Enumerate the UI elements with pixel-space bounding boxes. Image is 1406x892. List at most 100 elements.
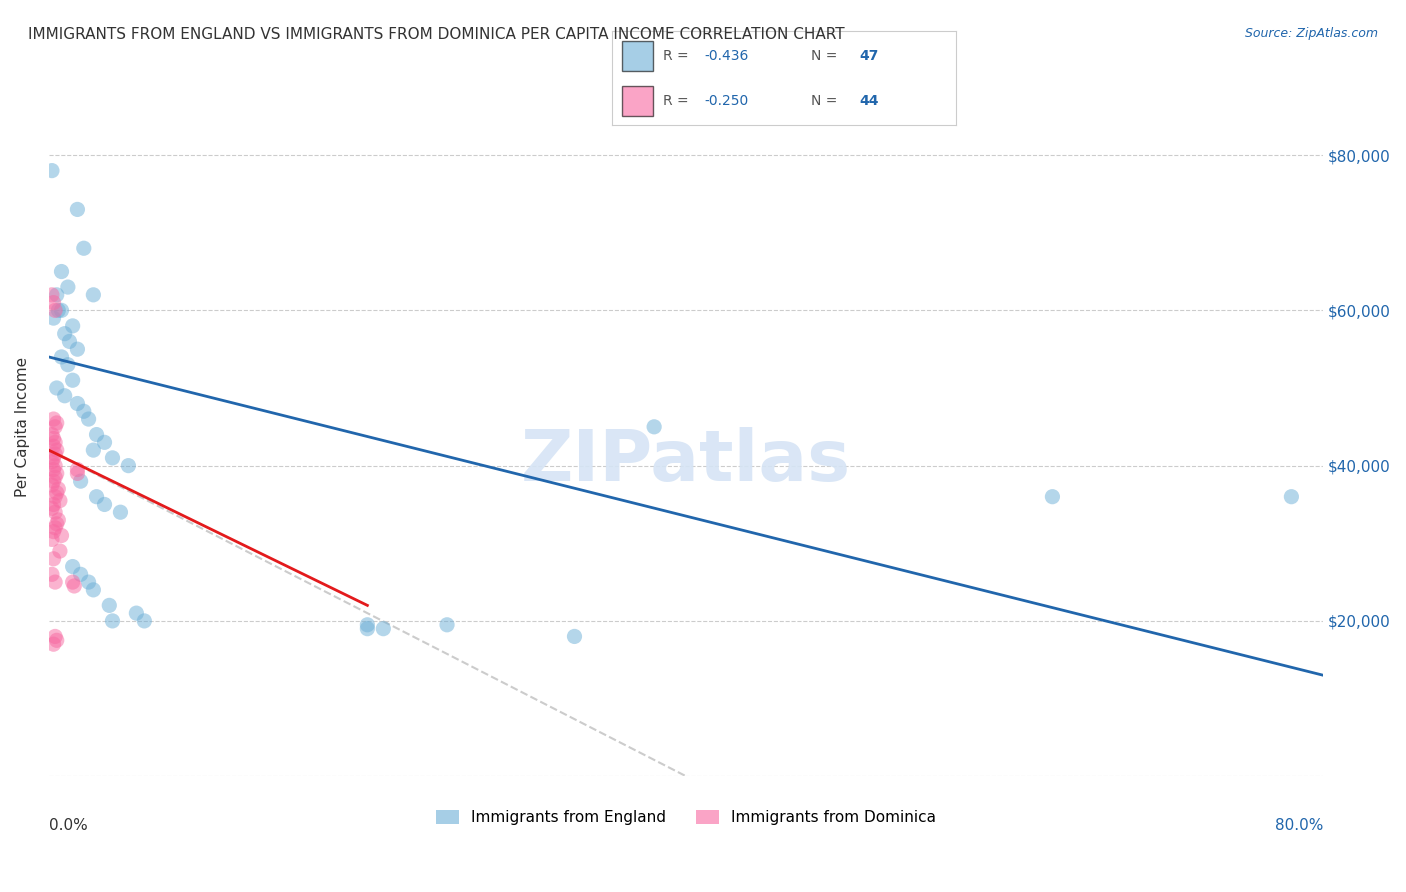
Point	[42, 551, 65, 566]
Point	[62, 559, 84, 574]
Point	[356, 622, 378, 636]
Point	[45, 416, 67, 430]
Point	[73, 241, 96, 255]
Point	[41, 567, 63, 582]
Point	[93, 435, 115, 450]
Point	[45, 381, 67, 395]
Point	[51, 350, 73, 364]
Point	[42, 474, 65, 488]
Point	[101, 614, 124, 628]
Point	[45, 288, 67, 302]
Point	[66, 396, 89, 410]
Point	[41, 427, 63, 442]
Text: -0.250: -0.250	[704, 94, 749, 108]
Point	[49, 493, 72, 508]
Point	[45, 443, 67, 458]
Point	[66, 467, 89, 481]
Point	[62, 575, 84, 590]
Point	[643, 419, 665, 434]
Point	[44, 629, 66, 643]
Point	[42, 295, 65, 310]
Point	[125, 606, 148, 620]
Text: -0.436: -0.436	[704, 48, 749, 62]
Point	[98, 599, 121, 613]
Point	[53, 326, 76, 341]
Point	[41, 501, 63, 516]
Point	[44, 575, 66, 590]
Point	[1279, 490, 1302, 504]
Point	[93, 498, 115, 512]
Point	[42, 450, 65, 465]
Point	[49, 544, 72, 558]
Point	[51, 528, 73, 542]
Text: 0.0%: 0.0%	[49, 818, 87, 833]
Point	[62, 373, 84, 387]
Point	[42, 439, 65, 453]
Point	[45, 485, 67, 500]
Point	[56, 280, 79, 294]
Text: R =: R =	[664, 48, 693, 62]
Point	[42, 462, 65, 476]
Point	[51, 303, 73, 318]
Point	[86, 490, 108, 504]
Point	[82, 582, 104, 597]
Point	[42, 311, 65, 326]
Point	[436, 617, 458, 632]
Point	[42, 412, 65, 426]
Point	[86, 427, 108, 442]
Point	[44, 303, 66, 318]
Point	[45, 467, 67, 481]
Y-axis label: Per Capita Income: Per Capita Income	[15, 357, 30, 497]
Point	[46, 482, 69, 496]
Point	[66, 342, 89, 356]
Point	[46, 513, 69, 527]
Point	[66, 462, 89, 476]
Point	[44, 458, 66, 473]
Point	[42, 498, 65, 512]
Point	[44, 435, 66, 450]
Point	[73, 404, 96, 418]
Point	[373, 622, 395, 636]
Point	[44, 419, 66, 434]
Text: N =: N =	[811, 48, 842, 62]
Point	[1042, 490, 1064, 504]
FancyBboxPatch shape	[621, 40, 652, 70]
Point	[41, 288, 63, 302]
Point	[58, 334, 80, 349]
Text: R =: R =	[664, 94, 693, 108]
Point	[66, 202, 89, 217]
Point	[82, 288, 104, 302]
Point	[82, 443, 104, 458]
Point	[42, 432, 65, 446]
Text: IMMIGRANTS FROM ENGLAND VS IMMIGRANTS FROM DOMINICA PER CAPITA INCOME CORRELATIO: IMMIGRANTS FROM ENGLAND VS IMMIGRANTS FR…	[28, 27, 845, 42]
Point	[41, 478, 63, 492]
Text: 80.0%: 80.0%	[1275, 818, 1323, 833]
Point	[56, 358, 79, 372]
Text: Source: ZipAtlas.com: Source: ZipAtlas.com	[1244, 27, 1378, 40]
Point	[53, 389, 76, 403]
Point	[44, 505, 66, 519]
Point	[134, 614, 156, 628]
Point	[41, 533, 63, 547]
Text: N =: N =	[811, 94, 842, 108]
Point	[44, 447, 66, 461]
Text: 47: 47	[859, 48, 879, 62]
Point	[44, 470, 66, 484]
Point	[77, 575, 100, 590]
Point	[41, 163, 63, 178]
Point	[41, 455, 63, 469]
Text: ZIPatlas: ZIPatlas	[522, 427, 851, 496]
FancyBboxPatch shape	[621, 86, 652, 116]
Point	[42, 524, 65, 539]
Point	[44, 521, 66, 535]
Point	[63, 579, 86, 593]
Point	[45, 633, 67, 648]
Point	[69, 567, 91, 582]
Point	[101, 450, 124, 465]
Point	[44, 490, 66, 504]
Point	[564, 629, 586, 643]
Point	[356, 617, 378, 632]
Point	[77, 412, 100, 426]
Point	[46, 303, 69, 318]
Point	[110, 505, 132, 519]
